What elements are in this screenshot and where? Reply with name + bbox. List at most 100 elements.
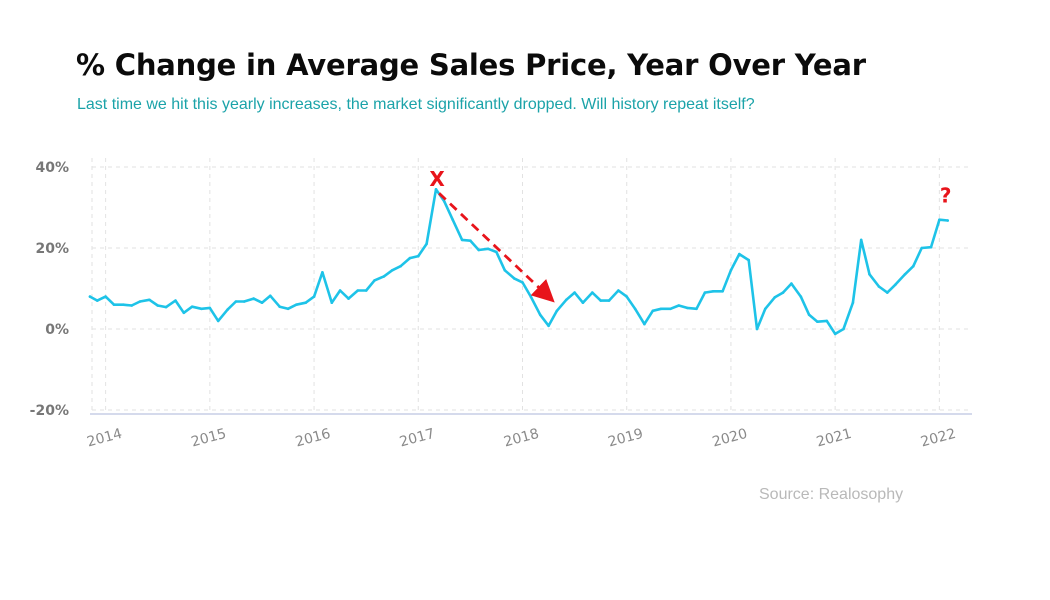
data-point [677,304,681,307]
data-point [347,297,350,300]
data-point [938,218,941,221]
data-point [747,258,750,262]
data-point [521,281,524,284]
data-point [894,283,897,286]
data-point [711,290,715,293]
data-point [190,305,194,309]
data-point [242,300,246,303]
data-point [96,299,99,302]
x-tick-label: 2016 [294,426,333,451]
data-point [842,327,845,331]
data-point [529,295,533,298]
series-layer [88,188,949,336]
data-point [877,285,881,288]
data-point [599,299,602,302]
data-point [695,307,698,311]
data-point [399,264,402,268]
source-label: Source: Realosophy [759,486,904,503]
chart-title: % Change in Average Sales Price, Year Ov… [76,48,866,82]
chart-subtitle: Last time we hit this yearly increases, … [77,96,755,113]
data-point [408,256,412,260]
data-point [643,322,646,326]
data-point [886,291,889,294]
data-point [721,290,724,293]
data-point [625,295,628,298]
data-point [825,319,829,323]
data-point [174,299,177,302]
trend-arrow [438,192,555,303]
data-point [764,307,767,311]
data-point [617,289,620,292]
x-mark-annotation: X [429,167,445,191]
data-point [286,307,290,311]
series-line [88,188,949,336]
data-point [364,289,368,292]
data-point [799,295,803,298]
data-point [156,304,159,307]
data-point [321,271,324,274]
data-point [200,307,203,311]
data-point [260,301,264,305]
x-tick-label: 2015 [190,426,229,451]
data-point [164,305,168,309]
data-point [443,200,446,203]
data-point [330,301,334,305]
data-point [417,254,420,258]
data-point [929,245,933,249]
data-point [278,305,282,309]
data-point [669,307,672,311]
x-tick-label: 2020 [711,426,750,451]
data-point [269,294,272,298]
y-tick-label: 0% [45,322,69,338]
data-point [903,273,907,276]
data-point [868,273,871,276]
data-point [591,291,594,294]
data-point [495,250,498,254]
data-point [104,295,107,298]
data-point [304,301,308,305]
data-point [295,303,298,307]
data-point [703,291,707,294]
data-point [729,269,733,272]
data-point [390,269,394,272]
data-point [659,307,663,311]
data-point [356,289,360,292]
data-point [234,300,238,303]
x-tick-label: 2018 [502,426,541,451]
data-point [252,297,255,300]
data-point [833,332,837,336]
data-point [460,238,464,242]
y-tick-label: 20% [35,241,69,257]
data-point [790,282,793,285]
data-point [651,309,655,313]
data-point [538,313,542,317]
data-point [88,295,92,298]
data-point [503,269,507,272]
question-mark-annotation: ? [940,183,952,207]
x-tick-label: 2022 [919,426,958,451]
data-point [477,248,481,252]
data-point [573,291,576,294]
data-point [555,309,559,313]
data-point [773,296,776,299]
data-point [138,300,142,303]
data-point [946,219,949,222]
data-point [226,308,229,311]
data-point [685,306,689,310]
data-point [816,320,819,324]
data-point [434,188,438,191]
data-point [581,301,585,305]
data-point [565,298,568,302]
data-point [425,242,428,246]
y-tick-label: 40% [35,160,69,176]
data-point [382,275,386,278]
data-point [607,299,611,302]
data-point [338,289,342,292]
data-point [633,307,637,311]
x-tick-label: 2021 [815,426,854,451]
x-tick-label: 2019 [606,426,645,451]
data-point [920,246,923,250]
data-point [148,298,151,302]
data-point [859,238,863,242]
